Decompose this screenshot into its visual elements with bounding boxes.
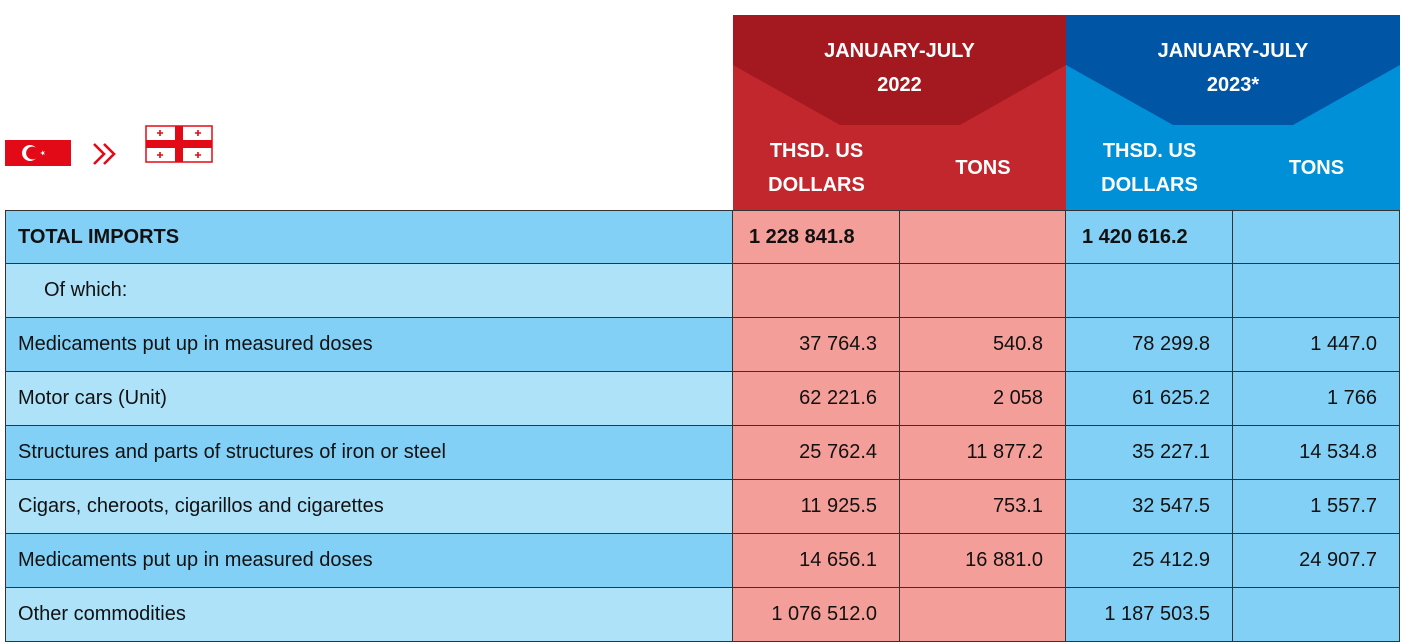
table-cell: 16 881.0 — [900, 534, 1066, 588]
table-cell: 1 076 512.0 — [733, 588, 900, 642]
table-cell: 1 557.7 — [1233, 480, 1400, 534]
table-cell: 1 766 — [1233, 372, 1400, 426]
table-cell: 1 228 841.8 — [733, 210, 900, 264]
column-header: THSD. US DOLLARS — [1101, 139, 1198, 196]
table-cell — [900, 264, 1066, 318]
table-cell: 35 227.1 — [1066, 426, 1233, 480]
table-cell — [1233, 210, 1400, 264]
table-cell: 753.1 — [900, 480, 1066, 534]
header-graphics — [5, 15, 1400, 210]
table-cell: 32 547.5 — [1066, 480, 1233, 534]
table-cell — [1233, 588, 1400, 642]
column-header: TONS — [955, 156, 1011, 179]
period-header: JANUARY-JULY 2022 — [824, 40, 975, 96]
table-cell: 14 656.1 — [733, 534, 900, 588]
table-cell: 61 625.2 — [1066, 372, 1233, 426]
table-cell: 11 877.2 — [900, 426, 1066, 480]
table-cell — [900, 210, 1066, 264]
table-cell: 78 299.8 — [1066, 318, 1233, 372]
row-label: Cigars, cheroots, cigarillos and cigaret… — [5, 480, 733, 534]
column-header: THSD. US DOLLARS — [768, 139, 865, 196]
table-cell — [1233, 264, 1400, 318]
column-header: TONS — [1288, 156, 1345, 179]
georgia-flag — [145, 125, 213, 163]
period-header: JANUARY-JULY 2023* — [1157, 40, 1309, 96]
row-label: Medicaments put up in measured doses — [5, 534, 733, 588]
row-label: TOTAL IMPORTS — [5, 210, 733, 264]
table-cell: 1 420 616.2 — [1066, 210, 1233, 264]
row-label: Of which: — [5, 264, 733, 318]
table-cell: 25 412.9 — [1066, 534, 1233, 588]
table-cell: 25 762.4 — [733, 426, 900, 480]
table-cell — [733, 264, 900, 318]
table-cell: 62 221.6 — [733, 372, 900, 426]
row-label: Structures and parts of structures of ir… — [5, 426, 733, 480]
table-cell: 1 447.0 — [1233, 318, 1400, 372]
table-cell: 14 534.8 — [1233, 426, 1400, 480]
table-cell — [900, 588, 1066, 642]
row-label: Other commodities — [5, 588, 733, 642]
table-cell: 1 187 503.5 — [1066, 588, 1233, 642]
table-cell: 2 058 — [900, 372, 1066, 426]
table-cell — [1066, 264, 1233, 318]
page: JANUARY-JULY 2022 JANUARY-JULY 2023* (()… — [5, 15, 1400, 642]
table-cell: 37 764.3 — [733, 318, 900, 372]
row-label: Medicaments put up in measured doses — [5, 318, 733, 372]
row-label: Motor cars (Unit) — [5, 372, 733, 426]
arrow — [93, 143, 116, 165]
table-cell: 540.8 — [900, 318, 1066, 372]
table-cell: 24 907.7 — [1233, 534, 1400, 588]
table-cell: 11 925.5 — [733, 480, 900, 534]
